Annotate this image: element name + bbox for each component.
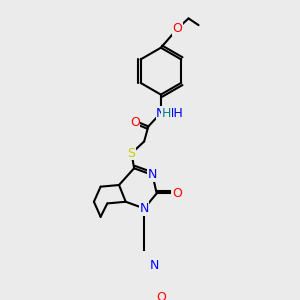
Text: H: H xyxy=(162,106,171,119)
Text: O: O xyxy=(130,116,140,129)
Text: S: S xyxy=(128,147,136,160)
Text: O: O xyxy=(173,22,183,35)
Text: N: N xyxy=(156,106,166,119)
Text: O: O xyxy=(172,187,182,200)
Text: N: N xyxy=(148,169,157,182)
Text: NH: NH xyxy=(165,106,184,119)
Text: N: N xyxy=(140,202,149,215)
Text: N: N xyxy=(149,259,159,272)
Text: O: O xyxy=(156,291,166,300)
